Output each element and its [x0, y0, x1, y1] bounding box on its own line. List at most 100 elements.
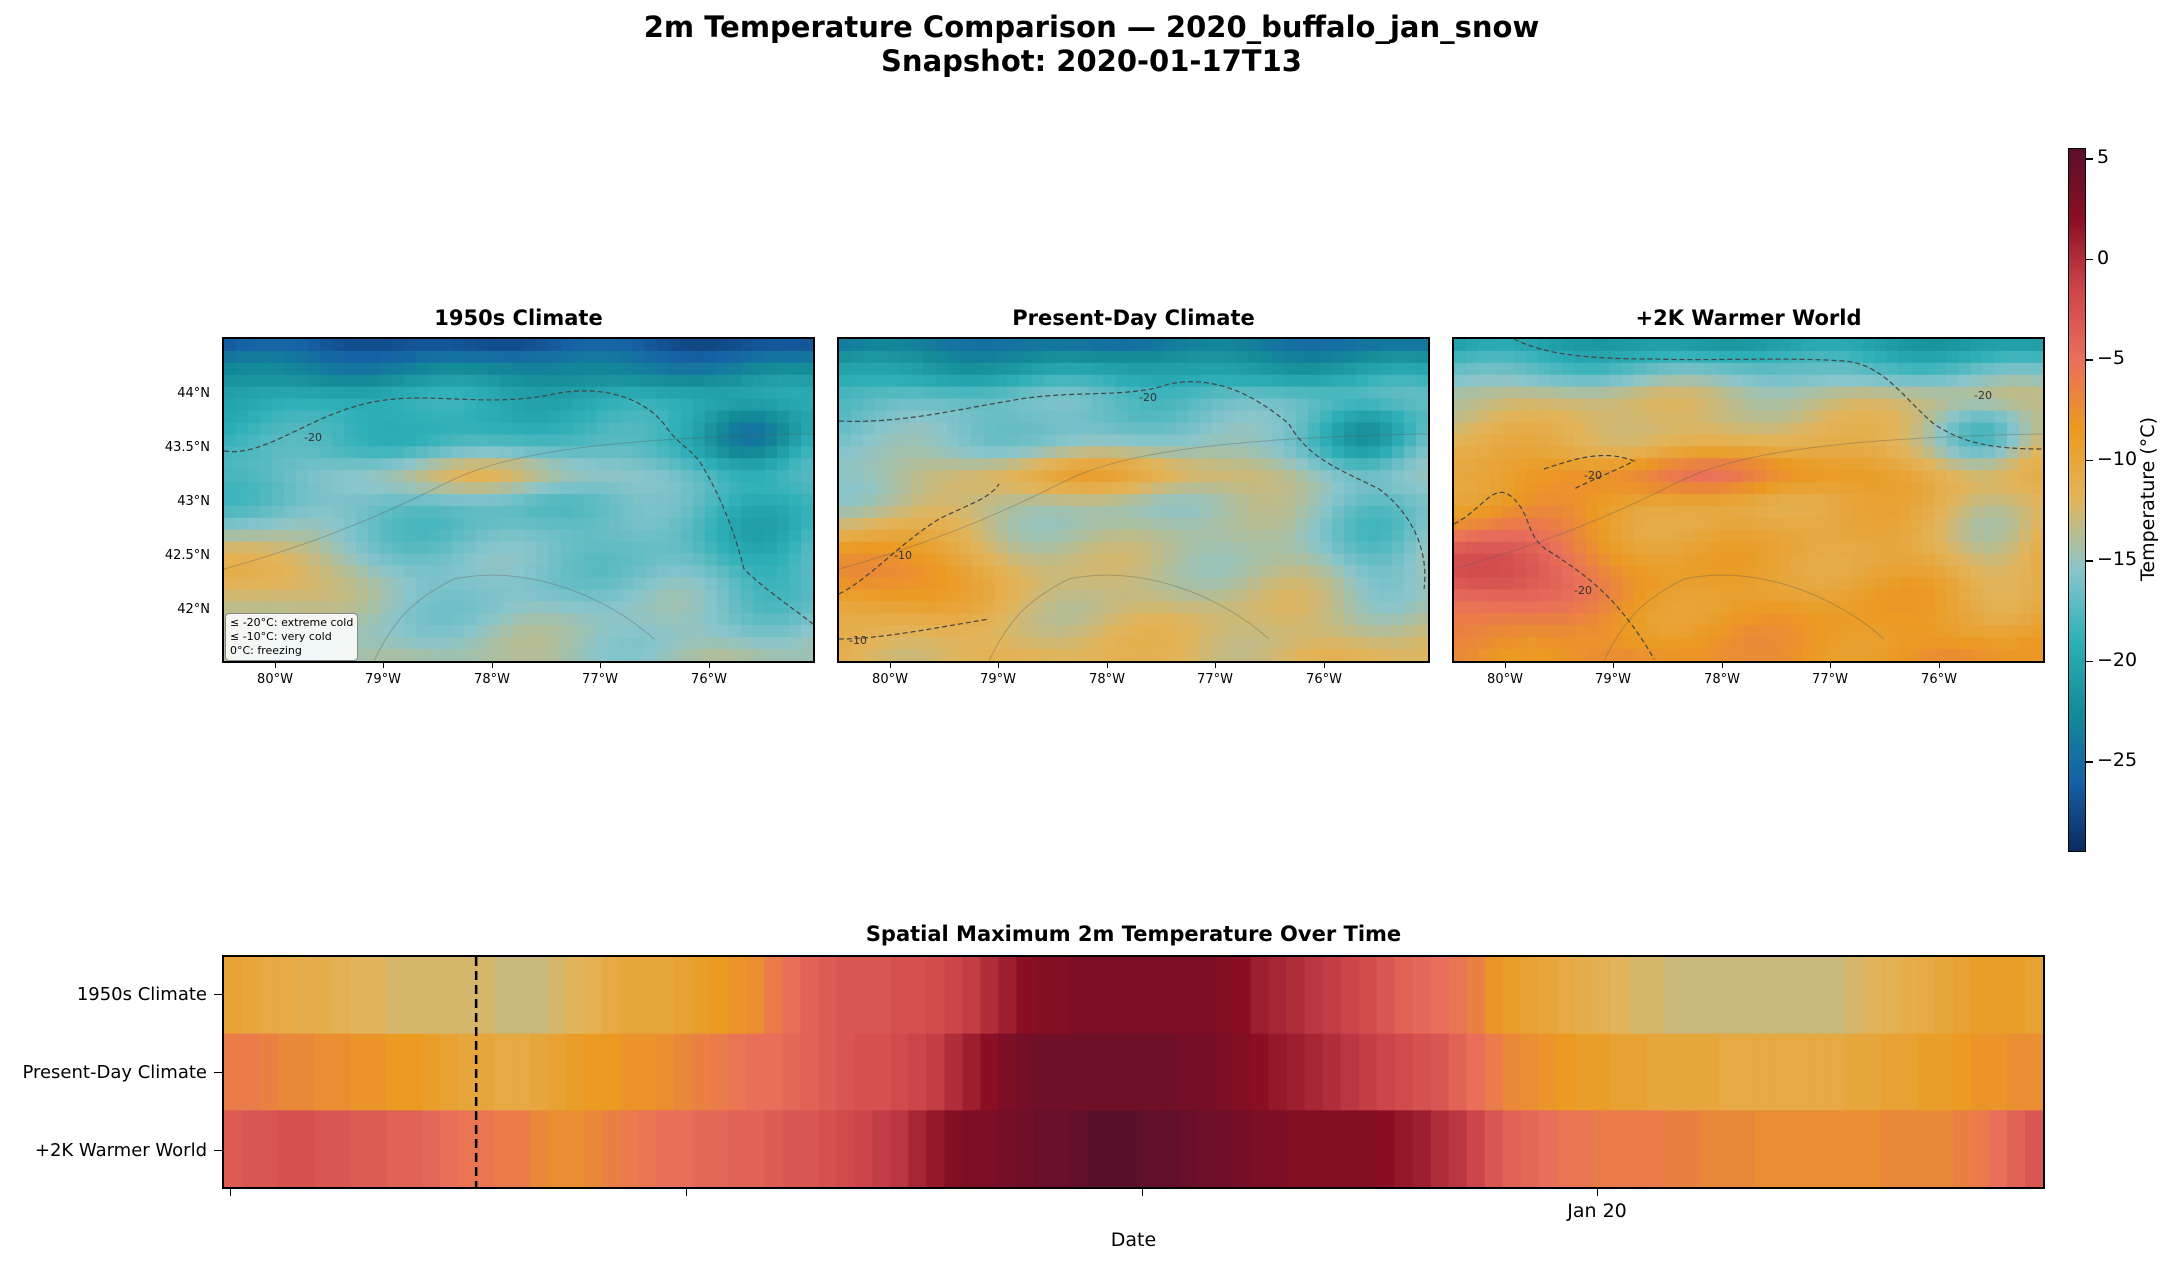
map-cell	[1887, 506, 1900, 519]
map-cell	[1344, 422, 1357, 435]
map-cell	[741, 458, 754, 471]
map-cell	[1634, 339, 1647, 352]
map-cell	[875, 458, 888, 471]
map-cell	[2019, 482, 2032, 495]
map-cell	[380, 411, 393, 424]
heatmap-cell	[224, 957, 243, 1034]
map-cell	[512, 554, 525, 567]
map-cell	[1272, 530, 1285, 543]
map-cell	[971, 637, 984, 650]
map-cell	[899, 506, 912, 519]
map-cell	[2007, 518, 2020, 531]
map-cell	[1392, 387, 1405, 400]
map-cell	[717, 482, 730, 495]
map-cell	[1875, 578, 1888, 591]
map-cell	[1995, 494, 2008, 507]
map-cell	[1899, 589, 1912, 602]
map-cell	[525, 649, 538, 661]
map-cell	[717, 625, 730, 638]
heatmap-cell	[962, 1034, 981, 1111]
map-cell	[1368, 625, 1381, 638]
map-cell	[1308, 470, 1321, 483]
map-cell	[801, 637, 813, 650]
map-cell	[597, 506, 610, 519]
map-cell	[1502, 530, 1515, 543]
map-cell	[1320, 411, 1333, 424]
heatmap-cell	[1611, 1034, 1630, 1111]
map-cell	[1224, 625, 1237, 638]
map-cell	[959, 363, 972, 376]
map-cell	[1706, 411, 1719, 424]
map-cell	[1127, 578, 1140, 591]
heatmap-cell	[1287, 957, 1306, 1034]
map-cell	[1694, 554, 1707, 567]
map-cell	[621, 446, 634, 459]
map-cell	[1983, 542, 1996, 555]
map-cell	[1404, 649, 1417, 661]
map-cell	[1019, 411, 1032, 424]
map-cell	[1200, 542, 1213, 555]
map-cell	[1236, 363, 1249, 376]
map-cell	[899, 470, 912, 483]
heatmap-cell	[926, 1034, 945, 1111]
map-cell	[669, 625, 682, 638]
map-cell	[1416, 363, 1428, 376]
map-cell	[1115, 554, 1128, 567]
map-cell	[669, 589, 682, 602]
map-cell	[1176, 518, 1189, 531]
map-cell	[1091, 434, 1104, 447]
map-cell	[1140, 494, 1153, 507]
map-cell	[1815, 363, 1828, 376]
map-cell	[1200, 339, 1213, 352]
heatmap-cell	[1773, 1034, 1792, 1111]
map-cell	[320, 566, 333, 579]
map-cell	[1634, 470, 1647, 483]
map-cell	[1031, 411, 1044, 424]
map-cell	[476, 506, 489, 519]
map-cell	[1284, 399, 1297, 412]
heatmap-cell	[1377, 1110, 1396, 1187]
map-cell	[1586, 601, 1599, 614]
map-cell	[1127, 613, 1140, 626]
map-cell	[561, 649, 574, 661]
map-cell	[1115, 518, 1128, 531]
map-cell	[404, 578, 417, 591]
map-cell	[863, 399, 876, 412]
map-cell	[983, 351, 996, 364]
map-cell	[1610, 399, 1623, 412]
map-cell	[1115, 613, 1128, 626]
map-cell	[525, 351, 538, 364]
map-cell	[1152, 506, 1165, 519]
map-cell	[851, 434, 864, 447]
map-cell	[1344, 506, 1357, 519]
map-cell	[1019, 458, 1032, 471]
map-cell	[1019, 482, 1032, 495]
map-cell	[923, 470, 936, 483]
map-cell	[1320, 363, 1333, 376]
map-cell	[1356, 578, 1369, 591]
map-cell	[1923, 530, 1936, 543]
map-cell	[428, 613, 441, 626]
map-cell	[1248, 613, 1261, 626]
map-cell	[1827, 530, 1840, 543]
map-cell	[729, 554, 742, 567]
map-cell	[1296, 530, 1309, 543]
map-cell	[1803, 494, 1816, 507]
map-cell	[1983, 470, 1996, 483]
map-cell	[1791, 601, 1804, 614]
map-cell	[1682, 613, 1695, 626]
map-cell	[1140, 470, 1153, 483]
map-cell	[332, 375, 345, 388]
lon-tickmark	[1613, 663, 1614, 668]
lon-tickmark	[1722, 663, 1723, 668]
map-cell	[1899, 434, 1912, 447]
map-cell	[729, 482, 742, 495]
map-cell	[1140, 351, 1153, 364]
colorbar-tickmark	[2086, 158, 2093, 160]
map-cell	[440, 566, 453, 579]
map-cell	[1899, 566, 1912, 579]
map-cell	[1574, 375, 1587, 388]
map-cell	[1863, 351, 1876, 364]
map-cell	[416, 375, 429, 388]
map-cell	[1562, 375, 1575, 388]
